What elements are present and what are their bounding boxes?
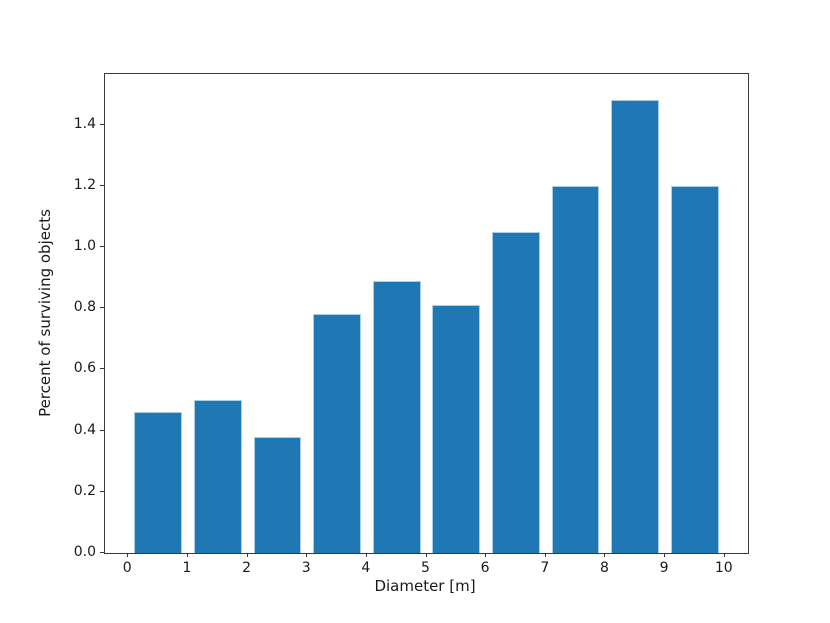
x-tick-label: 9 xyxy=(659,560,669,576)
bar xyxy=(611,100,660,553)
x-tick-label: 6 xyxy=(480,560,490,576)
x-tick-mark xyxy=(425,553,427,557)
bar xyxy=(313,314,361,553)
y-tick-label: 0.6 xyxy=(73,360,96,377)
plot-area xyxy=(104,73,749,554)
bar xyxy=(253,436,302,553)
y-tick-mark xyxy=(100,245,104,247)
y-tick-mark xyxy=(100,490,104,492)
y-tick-label: 0.0 xyxy=(73,544,96,560)
bar xyxy=(671,185,719,553)
y-tick-label: 0.8 xyxy=(73,299,96,316)
x-tick-label: 4 xyxy=(361,560,371,576)
y-tick-mark xyxy=(100,123,104,125)
x-tick-mark xyxy=(544,553,546,557)
x-tick-label: 10 xyxy=(714,560,733,576)
y-tick-mark xyxy=(100,429,104,431)
bar xyxy=(193,399,242,553)
x-tick-mark xyxy=(664,553,666,557)
x-tick-mark xyxy=(306,553,308,557)
x-tick-mark xyxy=(723,553,725,557)
x-tick-mark xyxy=(127,553,129,557)
x-tick-mark xyxy=(365,553,367,557)
y-tick-label: 1.2 xyxy=(73,176,96,193)
y-tick-mark xyxy=(100,552,104,553)
x-tick-label: 8 xyxy=(599,560,609,576)
bar xyxy=(492,231,540,553)
bar xyxy=(432,305,481,553)
y-tick-label: 1.4 xyxy=(73,115,96,132)
y-tick-label: 1.0 xyxy=(73,237,96,254)
x-axis-label: Diameter [m] xyxy=(374,577,476,595)
y-tick-mark xyxy=(100,307,104,309)
x-tick-mark xyxy=(186,553,188,557)
y-tick-label: 0.2 xyxy=(73,482,96,499)
x-tick-label: 1 xyxy=(182,560,192,576)
x-tick-label: 0 xyxy=(122,560,132,576)
bar xyxy=(551,185,600,553)
x-tick-mark xyxy=(604,553,606,557)
x-tick-mark xyxy=(246,553,248,557)
y-tick-label: 0.4 xyxy=(73,421,96,438)
y-tick-mark xyxy=(100,368,104,370)
bar xyxy=(134,412,182,553)
bar xyxy=(372,280,421,553)
x-tick-mark xyxy=(485,553,487,557)
x-tick-label: 7 xyxy=(540,560,550,576)
y-tick-mark xyxy=(100,184,104,186)
x-tick-label: 5 xyxy=(421,560,430,576)
x-tick-label: 3 xyxy=(301,560,311,576)
x-tick-label: 2 xyxy=(242,560,252,576)
